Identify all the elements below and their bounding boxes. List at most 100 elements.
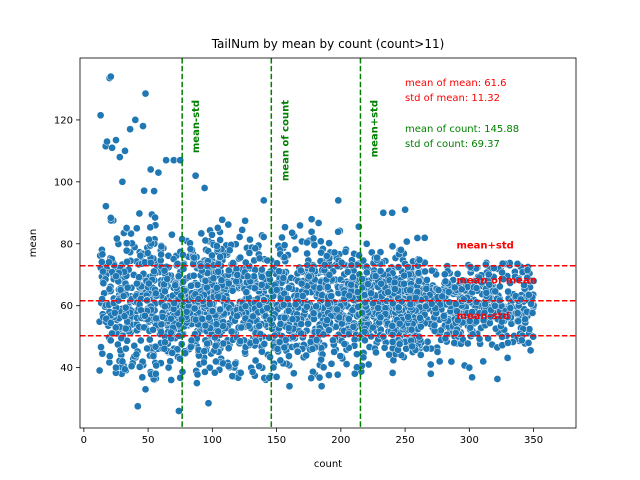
data-point xyxy=(210,368,219,377)
data-point xyxy=(121,324,130,333)
data-point xyxy=(310,241,319,249)
data-point xyxy=(276,320,285,328)
data-point xyxy=(420,233,429,242)
data-point xyxy=(229,259,237,267)
data-point xyxy=(166,357,175,366)
data-point xyxy=(408,342,416,351)
data-point xyxy=(504,339,512,347)
data-point xyxy=(379,332,388,341)
data-point xyxy=(463,339,472,348)
data-point xyxy=(528,309,537,317)
data-point xyxy=(214,327,223,336)
data-point xyxy=(249,312,257,321)
x-axis-label: count xyxy=(314,459,342,470)
data-point xyxy=(204,399,213,408)
data-point xyxy=(218,215,227,224)
data-point xyxy=(388,369,397,377)
data-point xyxy=(428,266,436,275)
data-point xyxy=(206,300,214,308)
data-point xyxy=(482,288,491,297)
data-point xyxy=(514,275,523,284)
data-point xyxy=(120,312,129,321)
data-point xyxy=(415,277,423,286)
data-point xyxy=(216,305,224,314)
data-point xyxy=(105,285,114,293)
data-point xyxy=(479,357,488,366)
data-point xyxy=(309,367,317,376)
data-point xyxy=(379,208,388,217)
data-point xyxy=(224,266,233,275)
data-point xyxy=(190,253,198,262)
data-point xyxy=(154,168,163,177)
data-point xyxy=(99,267,107,276)
data-point xyxy=(224,362,233,371)
data-point xyxy=(105,258,113,267)
data-point xyxy=(225,246,234,255)
data-point xyxy=(524,339,533,347)
data-point xyxy=(245,249,254,257)
data-point xyxy=(197,229,206,238)
data-point xyxy=(123,283,132,292)
data-point xyxy=(335,313,344,322)
data-point xyxy=(454,316,462,325)
data-point xyxy=(140,323,148,332)
data-point xyxy=(402,237,411,246)
data-point xyxy=(345,291,354,300)
data-point xyxy=(258,265,266,274)
data-point xyxy=(297,320,306,328)
data-point xyxy=(238,226,247,234)
data-point xyxy=(241,216,249,225)
data-point xyxy=(250,272,258,281)
data-point xyxy=(315,373,324,382)
data-point xyxy=(217,276,226,285)
data-point xyxy=(441,277,450,286)
data-point xyxy=(354,222,363,231)
data-point xyxy=(126,125,134,134)
data-point xyxy=(291,300,300,309)
data-point xyxy=(160,266,169,275)
data-point xyxy=(255,322,264,330)
data-point xyxy=(422,284,431,293)
data-point xyxy=(162,156,170,165)
data-point xyxy=(506,279,514,287)
data-point xyxy=(308,345,317,353)
data-point xyxy=(307,227,316,236)
data-point xyxy=(353,350,361,359)
data-point xyxy=(415,256,424,264)
data-point xyxy=(307,215,316,224)
data-point xyxy=(426,369,435,378)
data-point xyxy=(341,248,350,256)
data-point xyxy=(211,341,220,350)
data-point xyxy=(369,299,377,308)
data-point xyxy=(149,352,158,360)
data-point xyxy=(151,342,160,351)
data-point xyxy=(266,353,274,361)
data-point xyxy=(325,239,333,247)
data-point xyxy=(344,330,353,338)
data-point xyxy=(438,292,447,301)
data-point xyxy=(384,288,392,297)
data-point xyxy=(212,320,221,329)
stat-mean-of-count: mean of count: 145.88 xyxy=(405,124,519,135)
data-point xyxy=(506,304,515,312)
x-tick-label: 350 xyxy=(524,435,543,446)
data-point xyxy=(397,297,406,306)
data-point xyxy=(388,242,397,251)
data-point xyxy=(347,280,356,289)
data-point xyxy=(189,260,198,268)
data-point xyxy=(157,242,166,251)
data-point xyxy=(439,312,448,320)
x-tick-label: 150 xyxy=(267,435,286,446)
data-point xyxy=(485,280,494,289)
data-point xyxy=(289,333,297,342)
data-point xyxy=(504,287,512,296)
data-point xyxy=(106,336,115,345)
data-point xyxy=(157,320,166,329)
data-point xyxy=(95,366,104,375)
data-point xyxy=(122,246,131,255)
data-point xyxy=(407,325,416,334)
data-point xyxy=(484,270,493,279)
data-point xyxy=(434,286,443,294)
data-point xyxy=(385,350,393,359)
data-point xyxy=(236,368,245,377)
